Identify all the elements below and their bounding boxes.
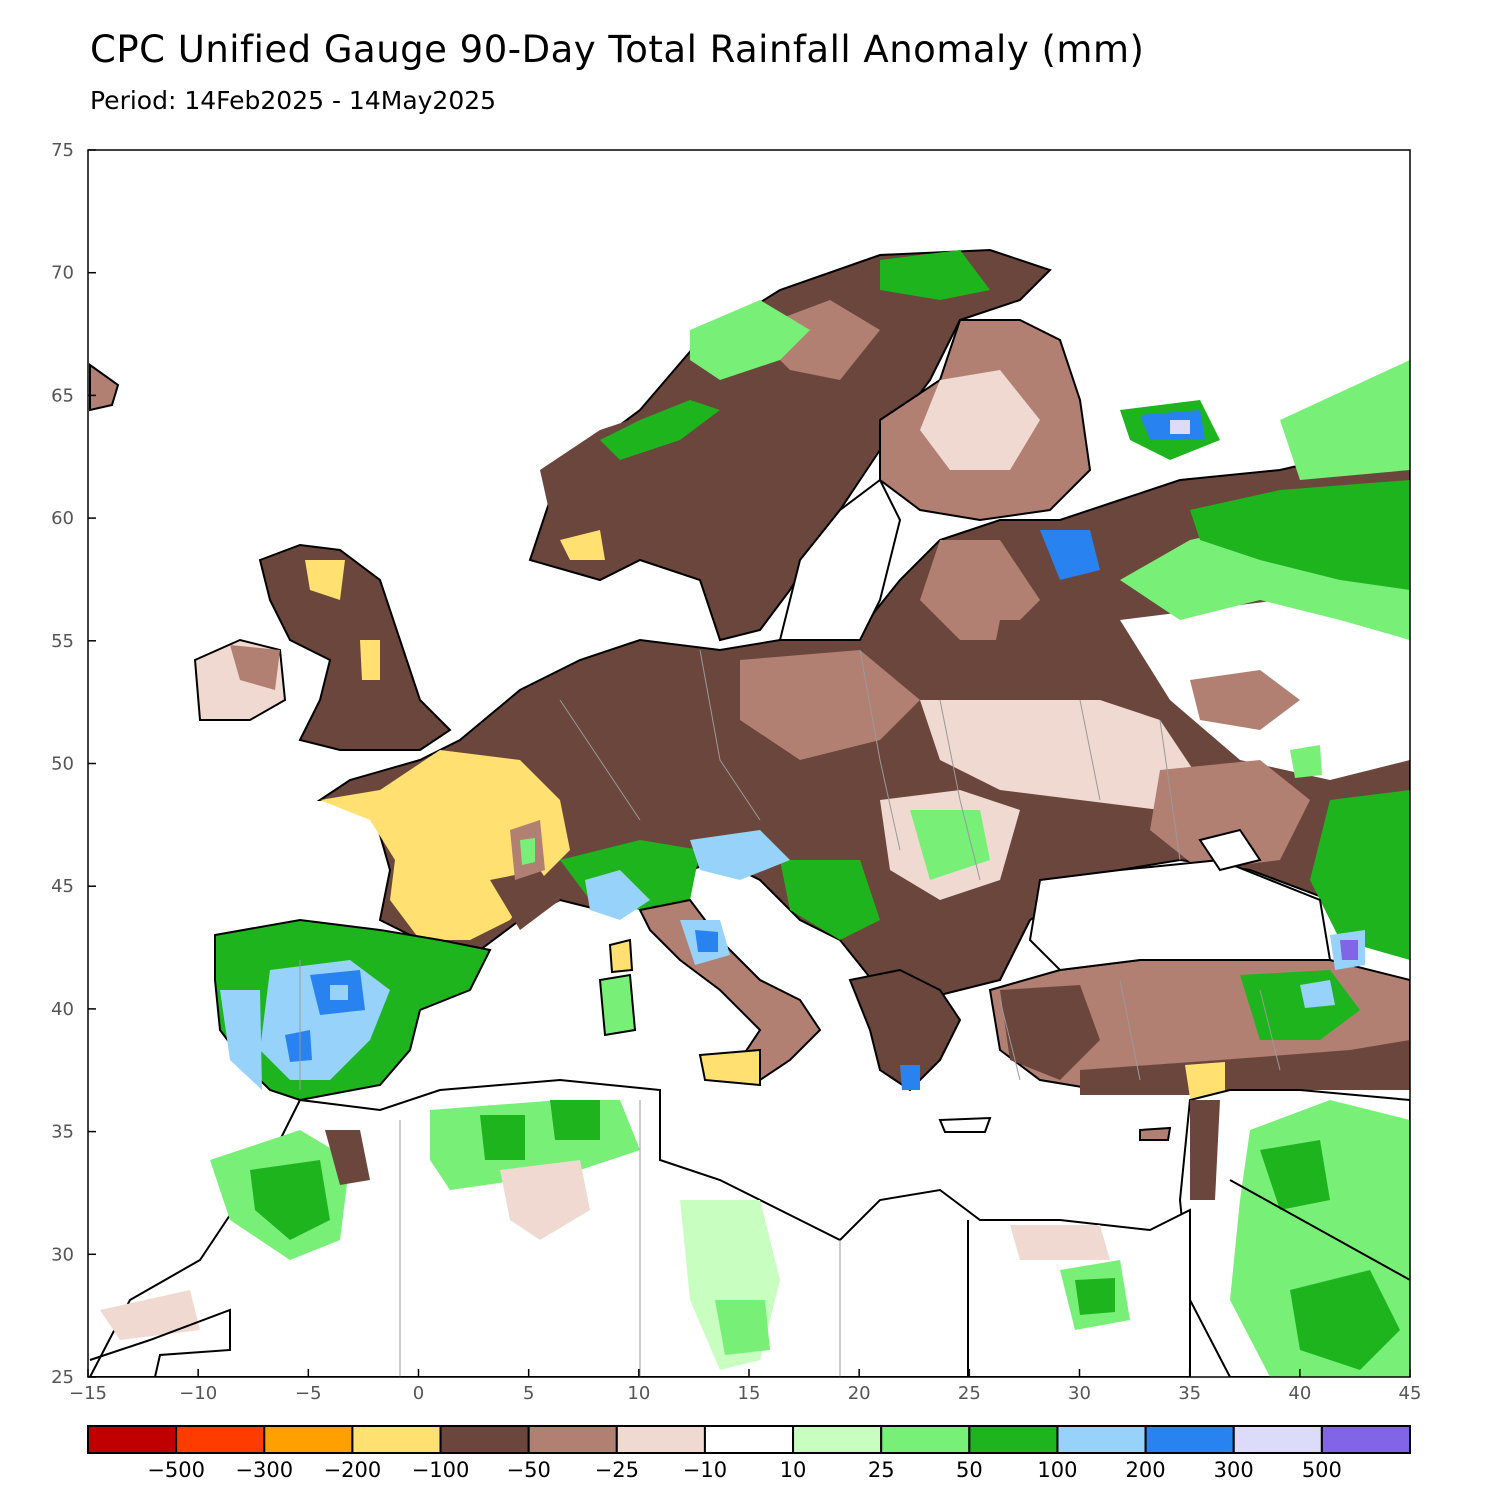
colorbar-swatch [263,1425,354,1454]
colorbar-label: 25 [868,1458,895,1482]
colorbar-label: −50 [507,1458,551,1482]
colorbar-swatch [87,1425,178,1454]
y-tick-label: 45 [51,876,74,897]
colorbar-swatch [615,1425,706,1454]
colorbar: −500 −300 −200 −100 −50 −25 −10 10 25 50 100 200 300… [87,1425,1412,1482]
anomaly-field [88,248,1410,1377]
x-tick-label: 0 [413,1383,424,1404]
x-tick-label: 5 [523,1383,534,1404]
colorbar-label: −200 [324,1458,382,1482]
colorbar-label: −25 [595,1458,639,1482]
land-greece [848,968,962,1092]
x-tick-label: −10 [179,1383,217,1404]
colorbar-swatch [880,1425,971,1454]
colorbar-label: 100 [1037,1458,1077,1482]
y-tick-label: 50 [51,754,74,775]
x-tick-label: 35 [1178,1383,1201,1404]
x-axis: −15 −10 −5 0 5 10 15 20 25 30 35 40 45 [69,1369,1421,1404]
map-period: Period: 14Feb2025 - 14May2025 [90,86,497,115]
y-tick-label: 35 [51,1122,74,1143]
land-sardinia [598,973,637,1037]
colorbar-label: 200 [1126,1458,1166,1482]
x-tick-label: 25 [958,1383,981,1404]
colorbar-swatch [439,1425,530,1454]
x-tick-label: 40 [1288,1383,1311,1404]
x-tick-label: 45 [1399,1383,1422,1404]
y-tick-label: 30 [51,1244,74,1265]
y-tick-label: 75 [51,140,74,161]
colorbar-label: 500 [1302,1458,1342,1482]
x-tick-label: 20 [848,1383,871,1404]
y-tick-label: 70 [51,263,74,284]
colorbar-swatch [792,1425,883,1454]
sea-baltic [778,478,902,641]
map-title: CPC Unified Gauge 90-Day Total Rainfall … [90,28,1145,71]
y-axis: 25 30 35 40 45 50 55 60 65 70 75 [51,140,96,1388]
colorbar-swatch [1232,1425,1323,1454]
colorbar-swatch [1144,1425,1235,1454]
colorbar-label: −300 [235,1458,293,1482]
x-tick-label: −15 [69,1383,107,1404]
colorbar-swatch [351,1425,442,1454]
colorbar-swatch [1056,1425,1147,1454]
x-tick-label: −5 [295,1383,322,1404]
y-tick-label: 65 [51,385,74,406]
sea-black [1028,858,1332,972]
colorbar-swatch [703,1425,795,1454]
x-tick-label: 15 [738,1383,761,1404]
colorbar-label: −100 [412,1458,470,1482]
colorbar-label: 10 [780,1458,807,1482]
y-tick-label: 25 [51,1367,74,1388]
y-tick-label: 40 [51,999,74,1020]
colorbar-swatch [175,1425,266,1454]
x-tick-label: 30 [1068,1383,1091,1404]
colorbar-label: 50 [956,1458,983,1482]
land-great-britain [258,543,452,751]
colorbar-swatch [527,1425,618,1454]
colorbar-label: −500 [147,1458,205,1482]
x-tick-label: 10 [627,1383,650,1404]
colorbar-swatch [1320,1425,1412,1454]
colorbar-label: −10 [683,1458,727,1482]
y-tick-label: 55 [51,631,74,652]
colorbar-swatch [968,1425,1059,1454]
y-tick-label: 60 [51,508,74,529]
colorbar-label: 300 [1214,1458,1254,1482]
